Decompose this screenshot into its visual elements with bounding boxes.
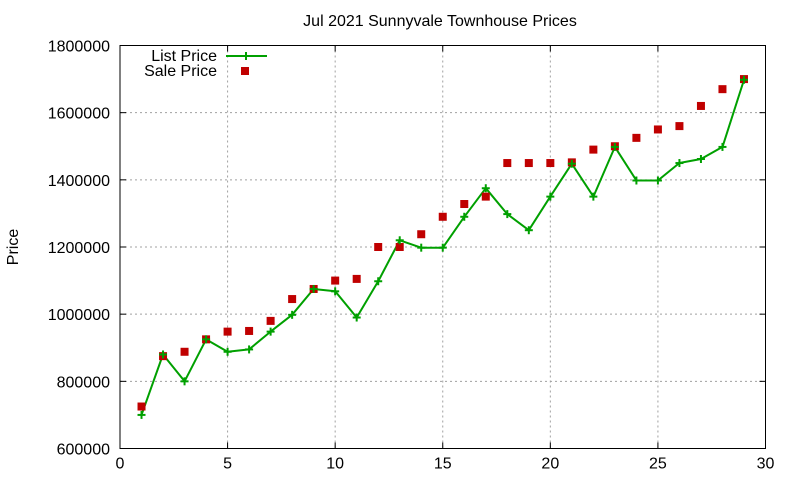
list-price-point (675, 159, 684, 168)
legend-label-sale-price: Sale Price (144, 63, 217, 80)
list-price-point (481, 184, 490, 193)
tick-labels: 0 5 10 15 20 25 30 600000 800000 1000000 1200000 14… (48, 39, 775, 473)
sale-price-point (481, 192, 490, 201)
list-price-point (223, 347, 232, 356)
y-tick-label: 1800000 (48, 39, 110, 56)
legend: List Price Sale Price (144, 48, 267, 80)
sale-price-point (503, 159, 512, 168)
y-tick-label: 600000 (57, 442, 110, 459)
list-price-point (524, 226, 533, 235)
sale-price-point (696, 101, 705, 110)
y-tick-label: 1200000 (48, 240, 110, 257)
list-price-point (696, 155, 705, 164)
list-price-point (374, 277, 383, 286)
y-tick-label: 1600000 (48, 106, 110, 123)
list-price-point (288, 310, 297, 319)
sale-price-point (137, 402, 146, 411)
list-price-point (503, 210, 512, 219)
x-tick-label: 30 (757, 456, 775, 473)
sale-price-point (546, 159, 555, 168)
list-price-point (567, 159, 576, 168)
sale-price-point (288, 295, 297, 304)
series (137, 75, 748, 419)
list-price-point (460, 212, 469, 221)
list-price-point (331, 287, 340, 296)
legend-marker-sale-price (241, 67, 249, 75)
list-price-point (245, 345, 254, 354)
list-price-point (352, 313, 361, 322)
sale-price-point (460, 200, 469, 209)
x-tick-label: 0 (116, 456, 125, 473)
x-tick-label: 25 (649, 456, 667, 473)
legend-label-list-price: List Price (151, 48, 217, 65)
list-price-point (610, 142, 619, 151)
sale-price-point (395, 243, 404, 251)
sale-price-point (653, 125, 662, 134)
sale-price-point (718, 85, 727, 94)
sale-price-point (331, 276, 340, 285)
list-price-point (202, 335, 211, 344)
list-price-point (718, 142, 727, 151)
sale-price-point (438, 212, 447, 221)
list-price-point (159, 350, 168, 359)
x-tick-label: 15 (434, 456, 452, 473)
sale-price-point (374, 243, 383, 251)
sale-price-point (417, 230, 426, 239)
list-price-point (180, 377, 189, 386)
chart-title: Jul 2021 Sunnyvale Townhouse Prices (303, 13, 577, 30)
sale-price-point (675, 122, 684, 131)
sale-price-point (589, 145, 598, 154)
list-price-point (266, 327, 275, 336)
x-tick-label: 5 (223, 456, 232, 473)
list-price-point (438, 243, 447, 252)
sale-price-point (632, 133, 641, 142)
sale-price-point (352, 274, 361, 283)
sale-price-point (266, 316, 275, 325)
list-price-point (309, 284, 318, 293)
y-tick-label: 1000000 (48, 307, 110, 324)
list-price-point (137, 410, 146, 419)
list-price-point (417, 243, 426, 252)
y-tick-label: 800000 (57, 374, 110, 391)
sale-price-point (524, 159, 533, 168)
list-price-point (632, 176, 641, 185)
sale-price-point (180, 347, 189, 356)
list-price-point (395, 236, 404, 245)
x-tick-label: 20 (541, 456, 559, 473)
list-price-point (589, 192, 598, 201)
x-tick-label: 10 (326, 456, 344, 473)
list-price-point (739, 75, 748, 84)
axis-ticks (119, 45, 766, 449)
y-axis-label: Price (5, 229, 22, 266)
y-tick-label: 1400000 (48, 173, 110, 190)
list-price-point (546, 192, 555, 201)
legend-marker-list-price (242, 52, 250, 60)
sale-price-point (223, 327, 232, 336)
sale-price-point (245, 326, 254, 335)
list-price-point (653, 176, 662, 185)
